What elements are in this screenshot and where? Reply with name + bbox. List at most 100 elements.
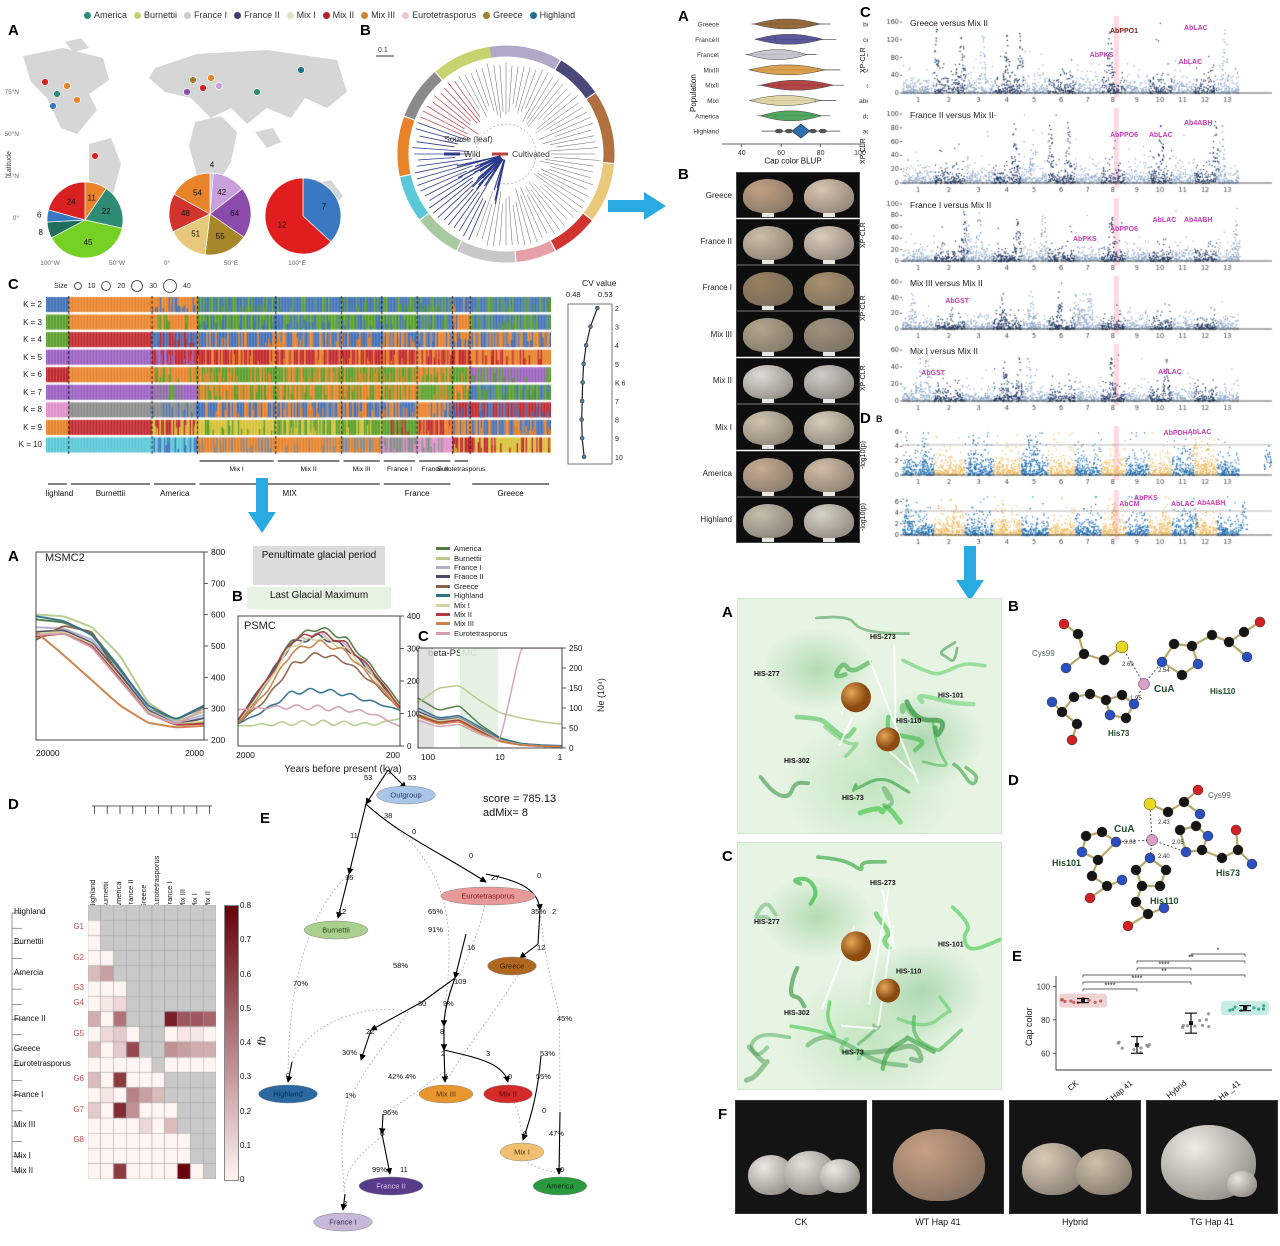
significance-label: **** bbox=[1159, 962, 1170, 969]
mushroom-photo bbox=[736, 218, 860, 265]
demo-legend-item: Mix I bbox=[436, 600, 507, 610]
admix-edge-label: 70% bbox=[293, 979, 308, 988]
legend-item-label: Highland bbox=[539, 10, 576, 20]
fruiting-photo bbox=[1009, 1100, 1141, 1214]
mushroom-row-label: Mix III bbox=[710, 329, 732, 339]
photo-mushroom bbox=[1076, 1149, 1132, 1195]
legend-item: Mix III bbox=[361, 10, 395, 20]
plot-ylabel: XP-CLR bbox=[860, 365, 867, 391]
pie-value-label: 42 bbox=[217, 188, 226, 197]
admix-edge-label: 16 bbox=[345, 873, 353, 882]
flow-arrow-down-left bbox=[248, 478, 276, 533]
colorbar-tick: 0.8 bbox=[240, 901, 252, 910]
mushroom-row-label: Mix I bbox=[715, 422, 732, 432]
admix-node-label: Greece bbox=[500, 962, 525, 971]
demo-legend-label: France I bbox=[454, 562, 482, 572]
k-row-label: K = 6 bbox=[23, 370, 42, 380]
svg-text:0: 0 bbox=[569, 744, 574, 753]
legend-item-label: Mix II bbox=[332, 10, 355, 20]
photo-mushroom bbox=[1022, 1143, 1084, 1195]
svg-text:10: 10 bbox=[615, 455, 623, 462]
residue-label: HIS-302 bbox=[784, 758, 810, 765]
heatmap-row-label: G3 bbox=[73, 983, 84, 993]
distance-254: 2.54 bbox=[1158, 668, 1170, 674]
plot-ylabel: XP-CLR bbox=[860, 47, 867, 73]
gwas-plot: -log10(p) AbPDH AbLAC bbox=[860, 424, 1276, 486]
msmc-title: MSMC2 bbox=[45, 552, 85, 564]
k-row-label: K = 7 bbox=[23, 387, 42, 397]
svg-text:200: 200 bbox=[569, 664, 583, 673]
world-map: 11 22 45 8 6 24 4 42 64 55 51 48 54 7 12 100°W 50°W 0° 50°… bbox=[5, 38, 347, 267]
mushroom-row: Greece bbox=[676, 172, 860, 219]
panel-a-map-label: A bbox=[8, 22, 19, 39]
photo-item: CK bbox=[735, 1100, 867, 1227]
panel-f-photos-label: F bbox=[718, 1106, 728, 1123]
admix-edge-label: 91% bbox=[428, 925, 443, 934]
pie-value-label: 4 bbox=[210, 161, 215, 170]
residue-label: HIS-273 bbox=[870, 880, 896, 887]
panel-c-xpclr-label: C bbox=[860, 4, 871, 21]
legend-dot-icon bbox=[529, 11, 537, 19]
admix-edge-label: 0 bbox=[523, 1129, 527, 1138]
admix-node-label: France II bbox=[376, 1182, 406, 1191]
size-legend: Size 10 20 30 40 bbox=[54, 279, 191, 293]
distance-243: 2.43 bbox=[1158, 820, 1170, 826]
admix-edge-label: 27 bbox=[491, 873, 499, 882]
svg-text:100: 100 bbox=[1037, 982, 1051, 991]
demo-legend-swatch bbox=[436, 603, 450, 607]
structure-subgroup-label: France I bbox=[387, 466, 412, 473]
msmc2-plot: 800 700 600 500 400 300 200 20000 2000 bbox=[35, 547, 225, 758]
demo-legend-swatch bbox=[436, 622, 450, 626]
svg-text:8: 8 bbox=[615, 418, 619, 425]
photo-item: Hybrid bbox=[1009, 1100, 1141, 1227]
legend-dot-icon bbox=[322, 11, 330, 19]
legend-item: France II bbox=[234, 10, 280, 20]
admix-edge-label: 8 bbox=[440, 1027, 444, 1036]
heatmap-row-label: G4 bbox=[73, 998, 84, 1008]
svg-text:500: 500 bbox=[211, 641, 225, 651]
violin-row-label: Highland bbox=[693, 129, 719, 136]
svg-text:100: 100 bbox=[407, 710, 421, 719]
heatmap-row-label: France I bbox=[14, 1089, 44, 1099]
violin-sig-letters: abe bbox=[859, 98, 868, 105]
colorbar-tick: 0.2 bbox=[240, 1106, 252, 1116]
plot-ylabel: XP-CLR bbox=[860, 295, 867, 321]
legend-dot-icon bbox=[483, 11, 491, 19]
size-legend-circle-icon bbox=[163, 279, 178, 293]
legend-item: Highland bbox=[529, 10, 576, 20]
demo-legend-swatch bbox=[436, 584, 450, 588]
cua-label-d: CuA bbox=[1114, 824, 1135, 835]
admix-edge-label: 38 bbox=[384, 811, 392, 820]
structure-group-label: France bbox=[405, 489, 430, 498]
plot-ylabel: XP-CLR bbox=[860, 138, 867, 164]
penultimate-glacial-box: Penultimate glacial period bbox=[253, 546, 385, 585]
k-row-label: K = 5 bbox=[23, 352, 42, 362]
admix-node-label: Mix I bbox=[514, 1148, 530, 1157]
residue-label: HIS-110 bbox=[896, 968, 921, 975]
mushroom-row-label: France II bbox=[700, 237, 732, 247]
demo-legend-item: Eurotetrasporus bbox=[436, 629, 507, 638]
heatmap-col-label: Eurotetrasporus bbox=[152, 855, 161, 909]
legend-item-label: America bbox=[94, 10, 128, 20]
svg-text:0°: 0° bbox=[13, 214, 20, 222]
significance-label: **** bbox=[1132, 976, 1143, 983]
k-row-label: K = 10 bbox=[18, 440, 42, 450]
legend-item: Mix II bbox=[322, 10, 355, 20]
admix-edge-label: 0 bbox=[286, 1071, 290, 1080]
size-legend-circle-icon bbox=[73, 282, 82, 290]
svg-text:50: 50 bbox=[569, 724, 578, 733]
demography-legend: America Burnettii France I France II Greece H… bbox=[436, 544, 507, 638]
gene-label: AbPKS bbox=[1134, 494, 1158, 502]
violin-sig-letters: da bbox=[863, 113, 868, 120]
residue-label: HIS-277 bbox=[754, 919, 780, 926]
admix-edge-label: 53% bbox=[540, 1049, 555, 1058]
pie-value-label: 55 bbox=[216, 232, 225, 241]
size-legend-value: 20 bbox=[117, 282, 126, 290]
fruiting-photo bbox=[735, 1100, 867, 1214]
panel-e-scatter-label: E bbox=[1012, 948, 1023, 965]
demo-legend-item: Mix III bbox=[436, 619, 507, 628]
heatmap-row-dendrogram bbox=[11, 912, 22, 1173]
demo-legend-item: Mix II bbox=[436, 610, 507, 619]
admix-edge-label: 12 bbox=[338, 907, 346, 916]
